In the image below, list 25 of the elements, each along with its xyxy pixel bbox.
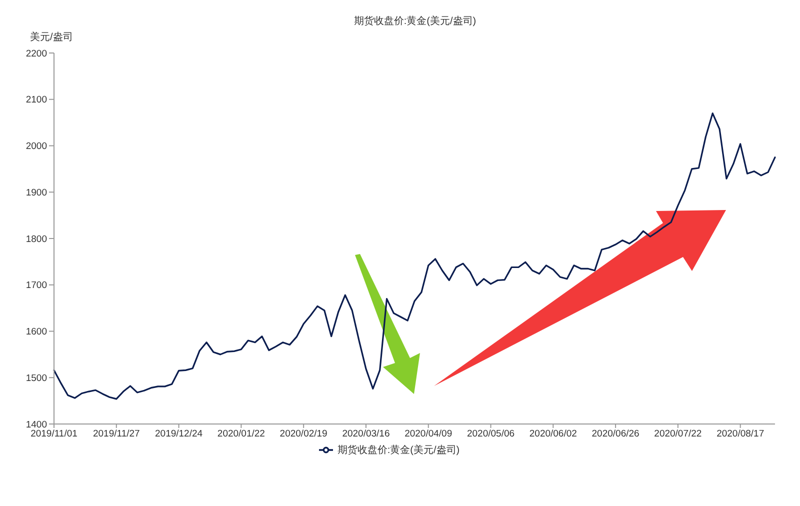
chart-title: 期货收盘价:黄金(美元/盎司)	[352, 16, 478, 28]
y-tick-label: 1800	[26, 234, 47, 245]
x-tick-label: 2020/06/26	[592, 428, 640, 440]
y-axis-title: 美元/盎司	[30, 32, 73, 44]
x-tick-label: 2020/06/02	[529, 428, 577, 440]
x-tick-label: 2020/04/09	[404, 428, 452, 440]
x-tick-label: 2020/05/06	[466, 428, 515, 440]
y-tick-label: 1500	[26, 372, 47, 384]
y-tick-label: 1400	[26, 419, 47, 430]
x-tick-label: 2020/03/16	[342, 428, 390, 440]
y-tick-label: 2100	[26, 94, 47, 106]
legend-label: 期货收盘价:黄金(美元/盎司)	[337, 445, 460, 456]
y-tick-label: 2000	[26, 141, 47, 152]
x-tick-label: 2020/01/22	[217, 428, 265, 440]
x-tick-label: 2020/02/19	[280, 428, 328, 440]
x-tick-label: 2019/11/01	[30, 428, 78, 440]
y-tick-label: 2200	[26, 48, 47, 60]
x-tick-label: 2019/11/27	[92, 428, 140, 440]
x-tick-label: 2019/12/24	[155, 428, 203, 440]
y-tick-label: 1600	[26, 326, 47, 338]
y-tick-label: 1900	[26, 187, 47, 198]
line-series	[53, 112, 776, 400]
y-tick-label: 1700	[26, 280, 47, 292]
x-tick-label: 2020/07/22	[654, 428, 702, 440]
x-tick-label: 2020/08/17	[716, 428, 764, 440]
